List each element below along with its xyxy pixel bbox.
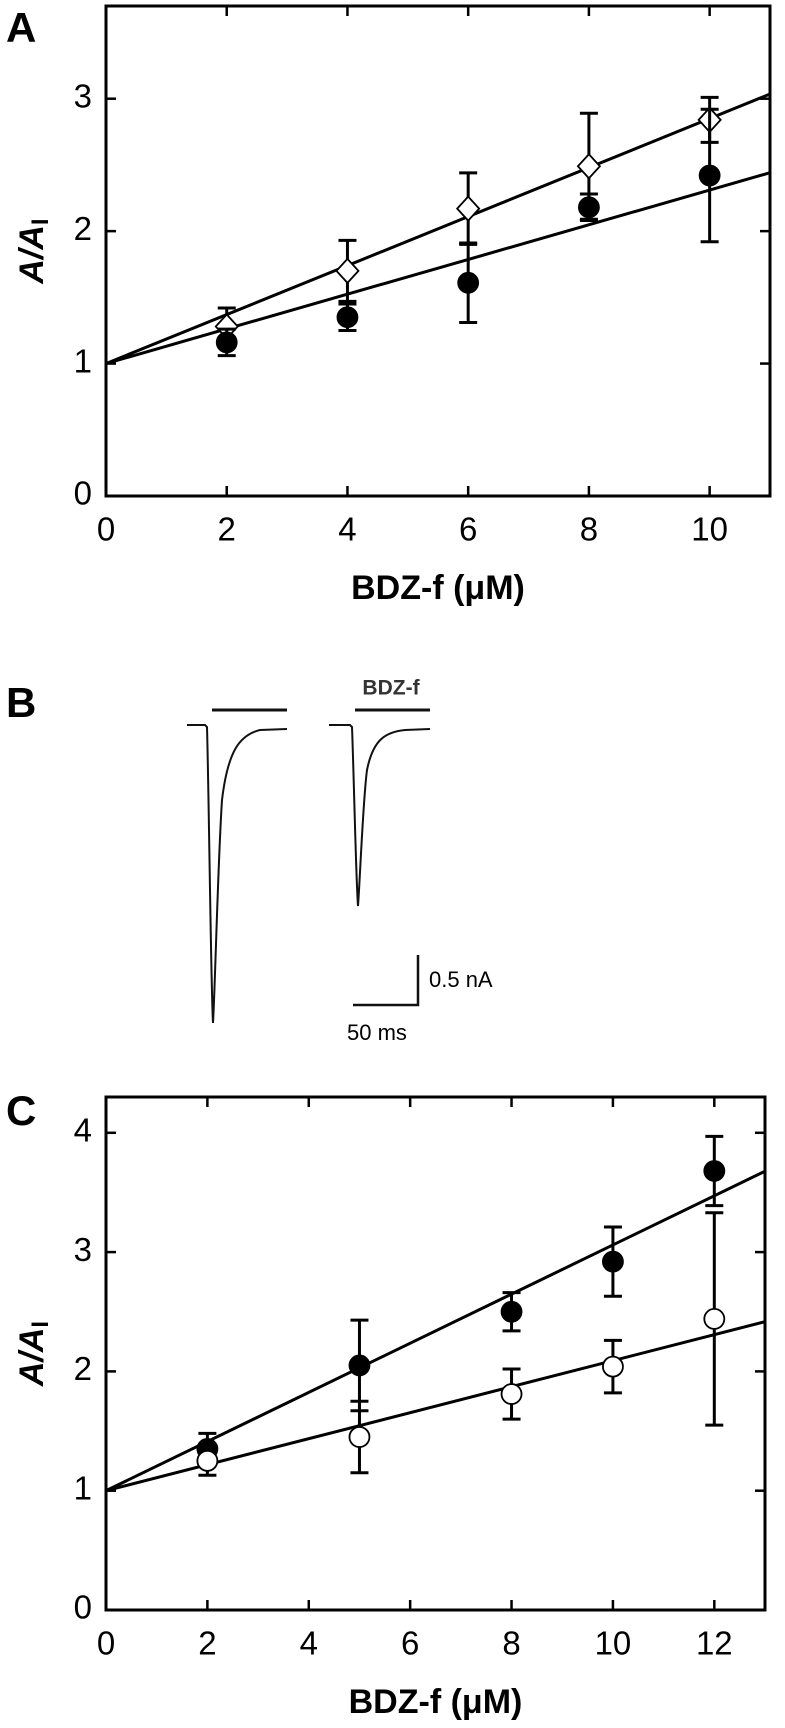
x-tick-label: 0	[97, 511, 115, 548]
point	[602, 1250, 624, 1273]
y-axis-label: A/AI	[13, 1321, 54, 1387]
point	[500, 1383, 523, 1405]
point	[215, 331, 238, 354]
x-tick-label: 6	[401, 1625, 419, 1662]
point	[602, 1355, 624, 1378]
x-tick-label: 4	[338, 511, 356, 548]
x-tick-label: 8	[502, 1625, 520, 1662]
drug-label: BDZ-f	[362, 677, 420, 700]
point	[196, 1449, 219, 1472]
x-tick-label: 2	[198, 1625, 216, 1662]
y-axis-label-main: A/A	[13, 1328, 51, 1388]
point	[335, 257, 360, 285]
y-tick-label: 2	[74, 210, 92, 247]
point	[703, 1308, 726, 1330]
y-tick-label: 2	[74, 1350, 92, 1387]
panel-label: B	[6, 679, 36, 726]
point	[336, 306, 359, 329]
y-tick-label: 1	[74, 1469, 92, 1506]
point	[698, 164, 721, 187]
x-tick-label: 2	[218, 511, 236, 548]
panel-label: A	[6, 4, 36, 51]
y-axis-label-sub: I	[27, 1321, 54, 1328]
x-tick-label: 4	[300, 1625, 318, 1662]
y-tick-label: 4	[74, 1112, 92, 1149]
point	[578, 196, 600, 219]
y-tick-label: 3	[74, 77, 92, 114]
point	[500, 1300, 523, 1323]
x-tick-label: 12	[696, 1625, 733, 1662]
plot-frame	[104, 4, 772, 498]
fit-line	[106, 92, 770, 365]
x-tick-label: 10	[691, 511, 728, 548]
x-tick-label: 6	[459, 511, 477, 548]
scale-label: 50 ms	[347, 1020, 407, 1045]
x-axis-label: BDZ-f (μM)	[349, 1683, 523, 1721]
fit-line	[106, 171, 770, 366]
y-tick-label: 0	[74, 475, 92, 512]
y-axis-label-sub: I	[27, 218, 54, 225]
x-axis-label: BDZ-f (μM)	[351, 569, 525, 607]
y-tick-label: 0	[74, 1589, 92, 1626]
point	[703, 1160, 726, 1182]
panel: A 0 2 4 6 8 10 0 1 2 3 BDZ-f (μM) A/AI	[6, 4, 772, 607]
y-axis-label: A/AI	[13, 218, 54, 284]
point	[348, 1354, 371, 1377]
current-trace	[329, 724, 431, 907]
current-trace	[187, 724, 288, 1024]
y-tick-label: 3	[74, 1231, 92, 1268]
fit-line	[106, 1169, 765, 1493]
plot-frame	[104, 1095, 767, 1612]
scale-label: 0.5 nA	[429, 967, 493, 992]
x-tick-label: 0	[97, 1625, 115, 1662]
x-tick-label: 10	[595, 1625, 632, 1662]
panel-b: B BDZ-f 0.5 nA 50 ms	[6, 677, 493, 1045]
y-axis-label-main: A/A	[13, 225, 51, 285]
point	[348, 1426, 371, 1448]
panel-label: C	[6, 1087, 36, 1134]
scale-bar	[353, 955, 420, 1007]
x-tick-label: 8	[580, 511, 598, 548]
y-tick-label: 1	[74, 342, 92, 379]
point	[457, 271, 480, 294]
point	[455, 195, 481, 222]
point	[576, 152, 602, 180]
